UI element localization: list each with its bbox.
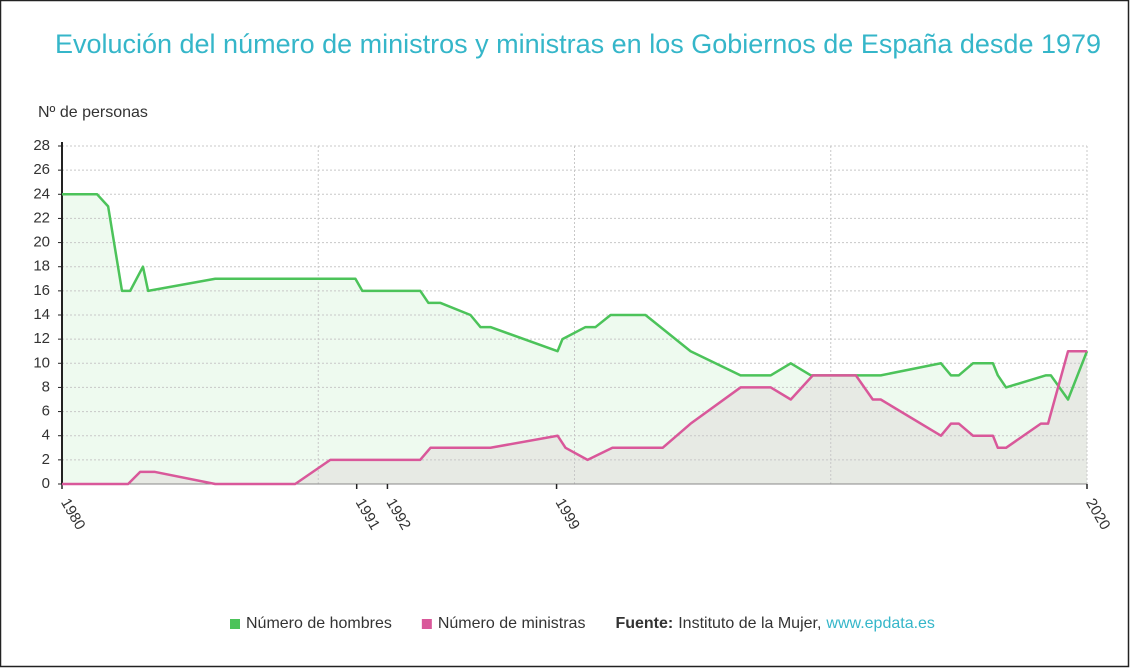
y-tick-label: 2	[42, 451, 50, 468]
y-axis-label: Nº de personas	[38, 104, 148, 121]
source-text: Instituto de la Mujer,	[678, 615, 821, 632]
series-line	[62, 349, 1087, 486]
series-line	[62, 193, 1089, 401]
x-tick-label: 1980	[57, 495, 88, 532]
chart-title: Evolución del número de ministros y mini…	[55, 29, 1101, 59]
y-tick-label: 28	[33, 137, 50, 154]
legend-label: Número de hombres	[246, 615, 392, 632]
x-tick-label: 1999	[552, 495, 583, 532]
y-tick-label: 18	[33, 258, 50, 275]
y-tick-label: 16	[33, 282, 50, 299]
legend-label: Número de ministras	[438, 615, 586, 632]
y-tick-label: 4	[42, 427, 50, 444]
y-tick-label: 22	[33, 209, 50, 226]
legend-swatch	[230, 619, 240, 629]
y-tick-label: 8	[42, 378, 50, 395]
y-tick-label: 0	[42, 475, 50, 492]
y-tick-label: 12	[33, 330, 50, 347]
y-tick-label: 10	[33, 354, 50, 371]
y-tick-label: 14	[33, 306, 50, 323]
x-tick-label: 2020	[1082, 495, 1113, 532]
legend-swatch	[421, 619, 432, 629]
source-label: Fuente:	[615, 615, 673, 632]
x-tick-label: 1991	[352, 495, 383, 532]
y-tick-label: 26	[33, 161, 50, 178]
y-tick-label: 24	[33, 185, 50, 202]
y-tick-label: 20	[33, 234, 50, 251]
source-link[interactable]: www.epdata.es	[825, 615, 935, 632]
y-tick-label: 6	[42, 403, 50, 420]
x-tick-label: 1992	[383, 495, 414, 532]
